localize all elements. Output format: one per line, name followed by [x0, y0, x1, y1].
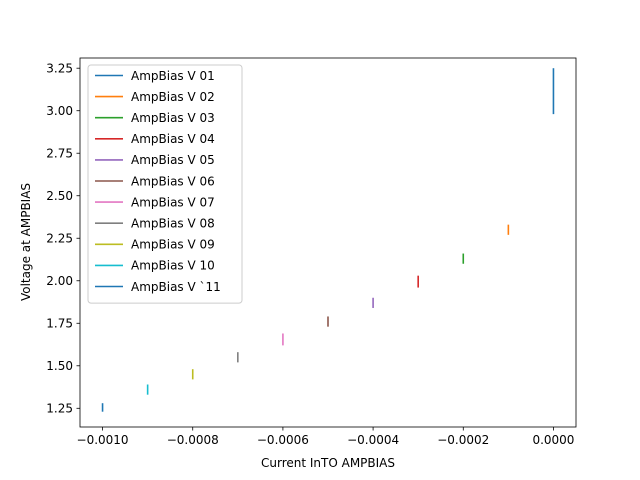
y-tick-label: 2.75	[46, 147, 73, 161]
legend-entry-label: AmpBias V 10	[131, 259, 215, 273]
y-axis: 1.25 1.50 1.75 2.00 2.25 2.50 2.75 3.00 3.25	[46, 62, 80, 416]
x-tick-label: −0.0006	[257, 433, 309, 447]
legend-entry-label: AmpBias V 04	[131, 132, 215, 146]
x-axis-label: Current InTO AMPBIAS	[261, 456, 395, 470]
y-axis-label: Voltage at AMPBIAS	[19, 183, 33, 301]
y-tick-label: 3.00	[46, 104, 73, 118]
y-tick-label: 2.00	[46, 274, 73, 288]
legend-entry-label: AmpBias V 08	[131, 217, 215, 231]
legend-entry-label: AmpBias V 07	[131, 195, 215, 209]
legend-entry-label: AmpBias V 06	[131, 174, 215, 188]
y-tick-label: 3.25	[46, 62, 73, 76]
y-tick-label: 1.25	[46, 402, 73, 416]
legend-entry-label: AmpBias V 05	[131, 153, 215, 167]
legend-entry-label: AmpBias V `11	[131, 280, 221, 294]
legend-box	[87, 64, 243, 304]
legend-entry-label: AmpBias V 02	[131, 90, 215, 104]
y-tick-label: 1.75	[46, 317, 73, 331]
legend-entry-label: AmpBias V 01	[131, 69, 215, 83]
y-tick-label: 2.25	[46, 232, 73, 246]
x-tick-label: −0.0002	[437, 433, 489, 447]
x-axis: −0.0010 −0.0008 −0.0006 −0.0004 −0.0002 0.000…	[77, 427, 574, 447]
x-tick-label: −0.0008	[167, 433, 219, 447]
x-tick-label: 0.0000	[532, 433, 574, 447]
x-tick-label: −0.0004	[347, 433, 399, 447]
legend: AmpBias V 01 AmpBias V 02 AmpBias V 03 AmpB…	[87, 64, 243, 304]
legend-entry-label: AmpBias V 09	[131, 238, 215, 252]
series-layer	[101, 68, 555, 412]
x-tick-label: −0.0010	[77, 433, 129, 447]
legend-entry-label: AmpBias V 03	[131, 111, 215, 125]
y-tick-label: 2.50	[46, 189, 73, 203]
y-tick-label: 1.50	[46, 359, 73, 373]
